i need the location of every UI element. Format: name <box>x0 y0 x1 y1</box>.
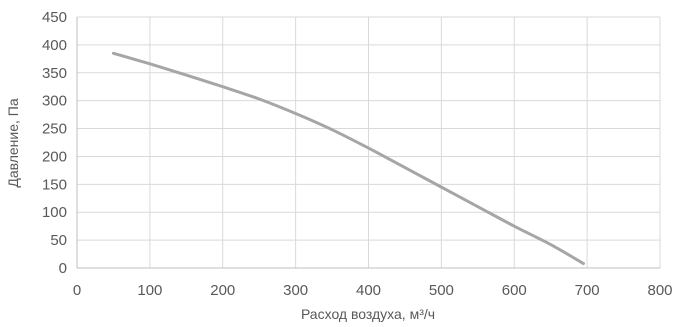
x-tick-label: 400 <box>356 282 381 299</box>
y-tick-label: 0 <box>59 260 67 277</box>
y-tick-label: 50 <box>50 232 67 249</box>
series <box>111 51 585 266</box>
x-tick-label: 200 <box>210 282 235 299</box>
grid <box>77 16 661 268</box>
x-tick-label: 100 <box>137 282 162 299</box>
tick-labels: 0 50 100 150 200 250 300 350 400 450 0 100 200 300 400… <box>42 9 673 299</box>
y-tick-label: 350 <box>42 65 67 82</box>
y-tick-label: 250 <box>42 121 67 138</box>
y-axis-title: Давление, Па <box>5 98 21 188</box>
y-tick-label: 450 <box>42 9 67 26</box>
pressure-curve-line <box>111 51 585 266</box>
x-tick-label: 700 <box>575 282 600 299</box>
y-tick-label: 300 <box>42 93 67 110</box>
x-tick-label: 0 <box>73 282 81 299</box>
y-tick-label: 400 <box>42 37 67 54</box>
x-tick-label: 300 <box>283 282 308 299</box>
axes <box>76 17 660 269</box>
y-tick-label: 100 <box>42 204 67 221</box>
y-tick-label: 200 <box>42 148 67 165</box>
y-tick-label: 150 <box>42 176 67 193</box>
x-tick-label: 800 <box>647 282 672 299</box>
x-axis-title: Расход воздуха, м³/ч <box>301 306 435 322</box>
x-tick-label: 600 <box>502 282 527 299</box>
x-tick-label: 500 <box>429 282 454 299</box>
